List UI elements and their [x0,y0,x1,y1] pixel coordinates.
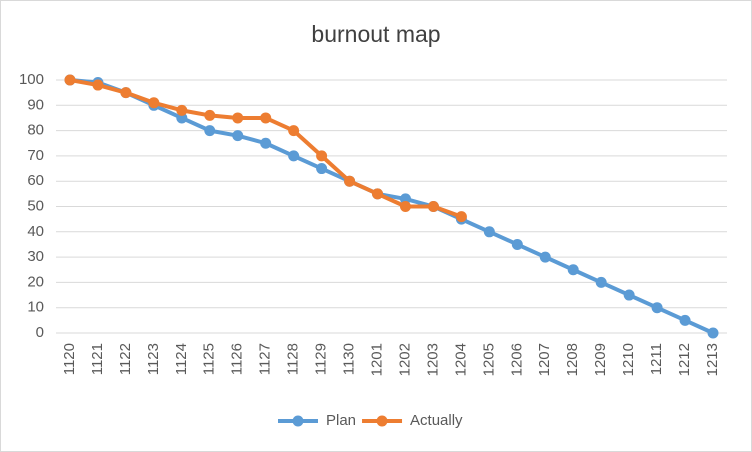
x-tick-label: 1210 [620,343,637,376]
data-point [427,201,439,212]
data-point [260,112,272,124]
data-point [707,327,719,339]
x-tick-label: 1213 [704,343,721,376]
data-point [316,163,328,175]
data-point [148,97,160,109]
data-point [399,201,411,212]
data-point [204,125,216,137]
x-tick-label: 1207 [536,343,553,376]
data-point [344,175,356,187]
x-tick-label: 1125 [201,343,218,375]
x-tick-label: 1209 [592,343,609,376]
data-point [92,79,104,91]
x-tick-label: 1129 [313,343,330,375]
data-point [511,238,523,250]
data-point [176,112,188,124]
data-point [399,193,411,205]
data-point [232,130,244,142]
y-tick-label: 80 [27,122,44,139]
data-point [260,137,272,149]
x-tick-label: 1202 [396,343,413,376]
data-point [176,104,188,116]
legend-marker [376,415,388,427]
data-point [483,226,495,238]
legend-marker [292,415,304,427]
data-point [288,125,300,137]
data-point [372,188,384,200]
x-tick-label: 1204 [452,343,469,376]
data-point [120,87,132,99]
x-tick-label: 1211 [648,343,665,375]
data-point [288,150,300,162]
x-tick-label: 1122 [117,343,134,375]
x-tick-label: 1130 [341,343,358,375]
legend-label: Plan [326,412,356,429]
y-tick-label: 60 [27,172,44,189]
legend-label: Actually [410,412,463,429]
y-tick-label: 50 [27,197,44,214]
y-tick-label: 0 [36,324,44,341]
x-tick-label: 1206 [508,343,525,376]
data-point [679,314,691,326]
y-tick-label: 20 [27,273,44,290]
data-point [455,211,467,223]
x-tick-label: 1121 [89,343,106,375]
y-tick-label: 30 [27,248,44,265]
x-tick-label: 1120 [61,343,78,375]
data-point [623,289,635,301]
x-tick-label: 1127 [257,343,274,375]
x-tick-label: 1124 [173,343,190,375]
x-tick-label: 1126 [229,343,246,375]
y-tick-label: 70 [27,147,44,164]
y-tick-label: 90 [27,96,44,113]
x-tick-label: 1128 [285,343,302,375]
data-point [316,150,328,162]
data-point [539,251,551,263]
x-tick-label: 1208 [564,343,581,376]
y-tick-label: 100 [19,71,44,88]
data-point [64,74,76,86]
data-point [595,276,607,288]
x-tick-label: 1123 [145,343,162,375]
data-point [232,112,244,124]
data-point [204,109,216,121]
data-point [651,302,663,314]
y-tick-label: 40 [27,223,44,240]
x-tick-label: 1201 [368,343,385,376]
y-tick-label: 10 [27,299,44,316]
data-point [567,264,579,276]
x-tick-label: 1203 [424,343,441,376]
chart-title: burnout map [311,21,440,47]
x-tick-label: 1212 [676,343,693,376]
x-tick-label: 1205 [480,343,497,376]
